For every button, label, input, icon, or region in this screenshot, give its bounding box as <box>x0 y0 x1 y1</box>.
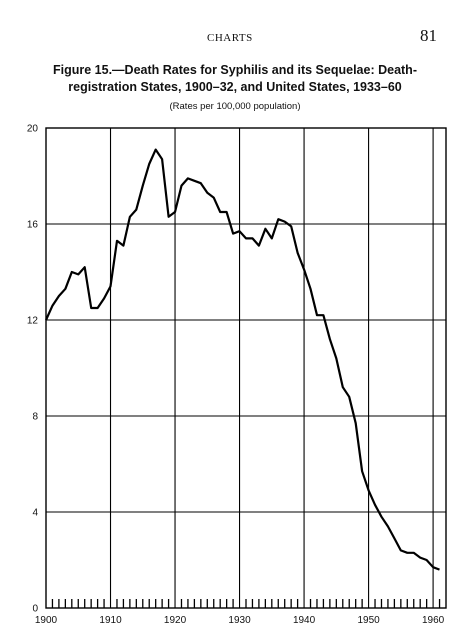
x-tick-label: 1900 <box>35 615 58 626</box>
y-tick-label: 12 <box>27 316 39 327</box>
x-tick-label: 1910 <box>99 615 122 626</box>
y-tick-label: 20 <box>27 124 39 135</box>
x-tick-label: 1950 <box>357 615 380 626</box>
chart-title: Figure 15.—Death Rates for Syphilis and … <box>53 63 417 94</box>
x-tick-label: 1920 <box>164 615 187 626</box>
y-tick-label: 16 <box>27 220 39 231</box>
x-tick-label: 1930 <box>228 615 251 626</box>
page-number: 81 <box>420 26 437 45</box>
y-tick-label: 0 <box>32 604 38 615</box>
x-tick-label: 1940 <box>293 615 316 626</box>
running-head: CHARTS <box>207 32 253 44</box>
y-tick-label: 4 <box>32 508 38 519</box>
plot-frame <box>45 127 447 609</box>
series-line <box>44 148 440 571</box>
chart-subtitle: (Rates per 100,000 population) <box>169 101 301 112</box>
y-tick-label: 8 <box>32 412 38 423</box>
x-tick-label: 1960 <box>422 615 445 626</box>
